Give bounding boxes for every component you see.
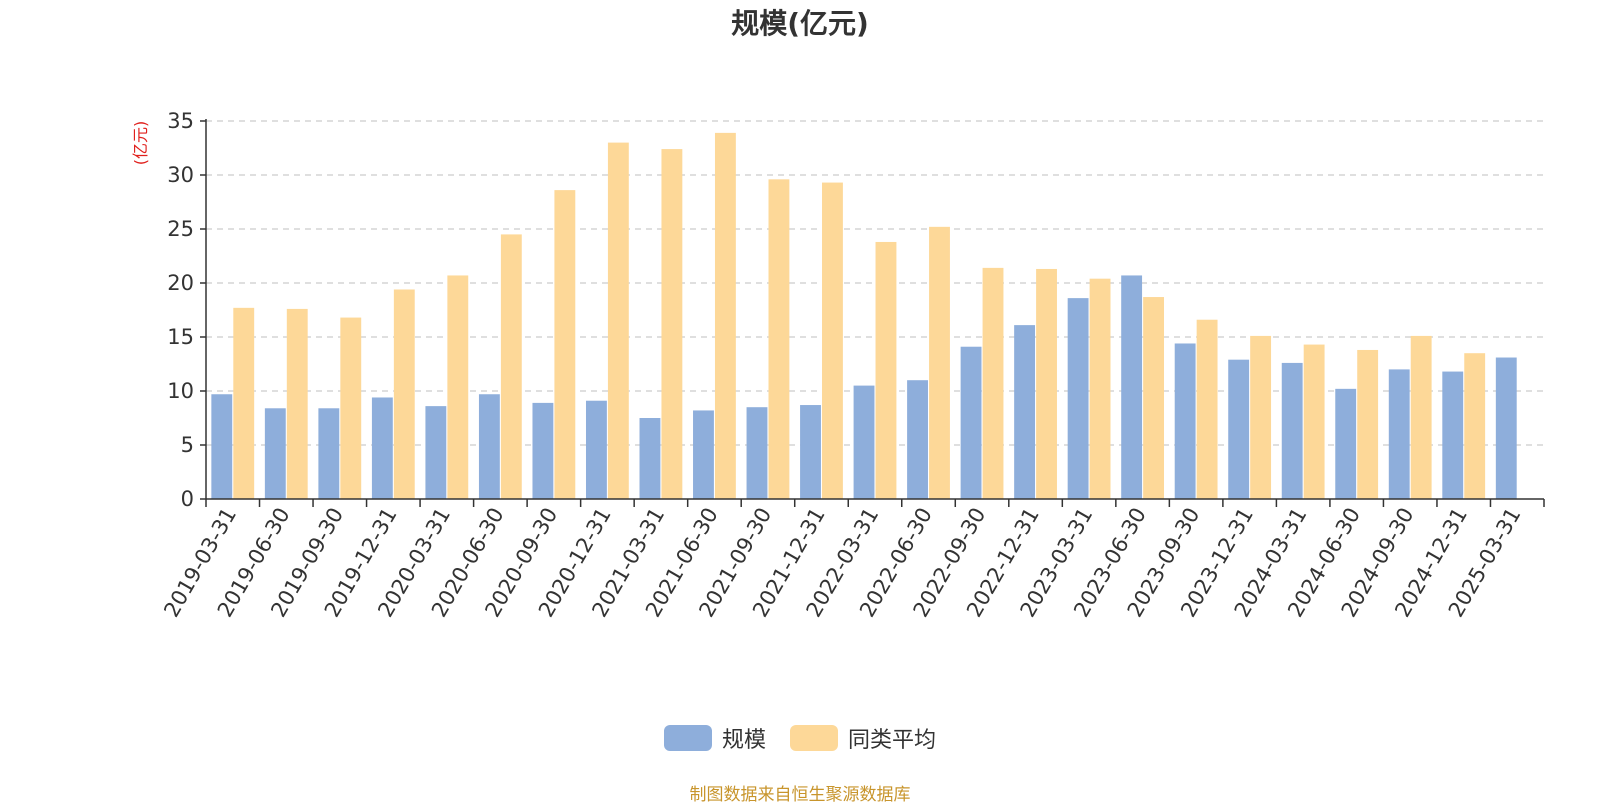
legend-swatch-scale <box>663 725 712 751</box>
bar-scale[interactable] <box>1121 275 1143 499</box>
bar-peer-average[interactable] <box>447 275 469 499</box>
bar-peer-average[interactable] <box>1357 349 1379 499</box>
bar-scale[interactable] <box>1335 388 1357 499</box>
bar-scale[interactable] <box>1495 357 1517 499</box>
bar-peer-average[interactable] <box>875 241 897 499</box>
bar-peer-average[interactable] <box>661 149 683 499</box>
bar-peer-average[interactable] <box>714 132 736 499</box>
bar-scale[interactable] <box>907 380 928 499</box>
bar-scale[interactable] <box>1228 359 1250 499</box>
y-tick-label: 0 <box>181 487 194 511</box>
bar-scale[interactable] <box>371 397 393 499</box>
bar-peer-average[interactable] <box>929 226 950 499</box>
y-tick-label: 5 <box>181 433 194 457</box>
bar-peer-average[interactable] <box>393 289 415 499</box>
bar-scale[interactable] <box>800 405 821 499</box>
bar-scale[interactable] <box>425 406 447 499</box>
bar-peer-average[interactable] <box>982 267 1004 499</box>
bar-scale[interactable] <box>693 410 714 499</box>
y-tick-label: 20 <box>167 271 194 295</box>
bar-peer-average[interactable] <box>1303 344 1325 499</box>
bar-scale[interactable] <box>211 394 233 499</box>
bar-peer-average[interactable] <box>1036 268 1057 499</box>
bars <box>211 132 1517 499</box>
bar-scale[interactable] <box>318 408 340 499</box>
chart-title: 规模(亿元) <box>731 7 869 40</box>
bar-peer-average[interactable] <box>554 190 576 499</box>
bar-peer-average[interactable] <box>607 142 629 499</box>
bar-peer-average[interactable] <box>286 308 308 499</box>
bar-peer-average[interactable] <box>1410 335 1432 499</box>
bar-peer-average[interactable] <box>768 179 790 499</box>
bar-peer-average[interactable] <box>500 234 522 499</box>
bar-peer-average[interactable] <box>1089 278 1111 499</box>
bar-peer-average[interactable] <box>1250 335 1272 499</box>
bar-scale[interactable] <box>1281 362 1303 499</box>
bar-scale[interactable] <box>585 400 607 499</box>
bar-scale[interactable] <box>853 385 875 499</box>
legend-item-scale[interactable]: 规模 <box>663 722 766 754</box>
bar-scale[interactable] <box>264 408 286 499</box>
y-tick-label: 35 <box>167 109 194 133</box>
legend-swatch-peer-average <box>790 725 838 751</box>
bar-scale[interactable] <box>639 418 661 499</box>
bar-peer-average[interactable] <box>340 317 362 499</box>
y-tick-label: 25 <box>167 217 194 241</box>
bar-scale[interactable] <box>1442 371 1464 499</box>
y-tick-label: 30 <box>167 163 194 187</box>
bar-scale[interactable] <box>1174 343 1196 499</box>
legend-item-peer-average[interactable]: 同类平均 <box>790 722 936 754</box>
bar-scale[interactable] <box>960 346 982 499</box>
y-tick-label: 10 <box>167 379 194 403</box>
y-tick-label: 15 <box>167 325 194 349</box>
bar-scale[interactable] <box>1388 369 1410 499</box>
bar-peer-average[interactable] <box>1143 297 1165 499</box>
bar-scale[interactable] <box>532 402 554 499</box>
bar-peer-average[interactable] <box>1464 353 1486 499</box>
bar-peer-average[interactable] <box>822 182 843 499</box>
bar-peer-average[interactable] <box>1196 319 1218 499</box>
bar-peer-average[interactable] <box>233 307 255 499</box>
legend-label-peer-average: 同类平均 <box>848 728 937 753</box>
legend: 规模 同类平均 <box>0 722 1600 754</box>
axes: 051015202530352019-03-312019-06-302019-0… <box>159 109 1545 621</box>
bar-scale[interactable] <box>746 407 768 499</box>
y-axis-label: (亿元) <box>131 121 150 166</box>
bar-scale[interactable] <box>1067 298 1089 499</box>
bar-scale[interactable] <box>1014 325 1036 499</box>
legend-label-scale: 规模 <box>721 728 766 753</box>
source-note: 制图数据来自恒生聚源数据库 <box>689 785 911 805</box>
bar-scale[interactable] <box>478 394 500 499</box>
